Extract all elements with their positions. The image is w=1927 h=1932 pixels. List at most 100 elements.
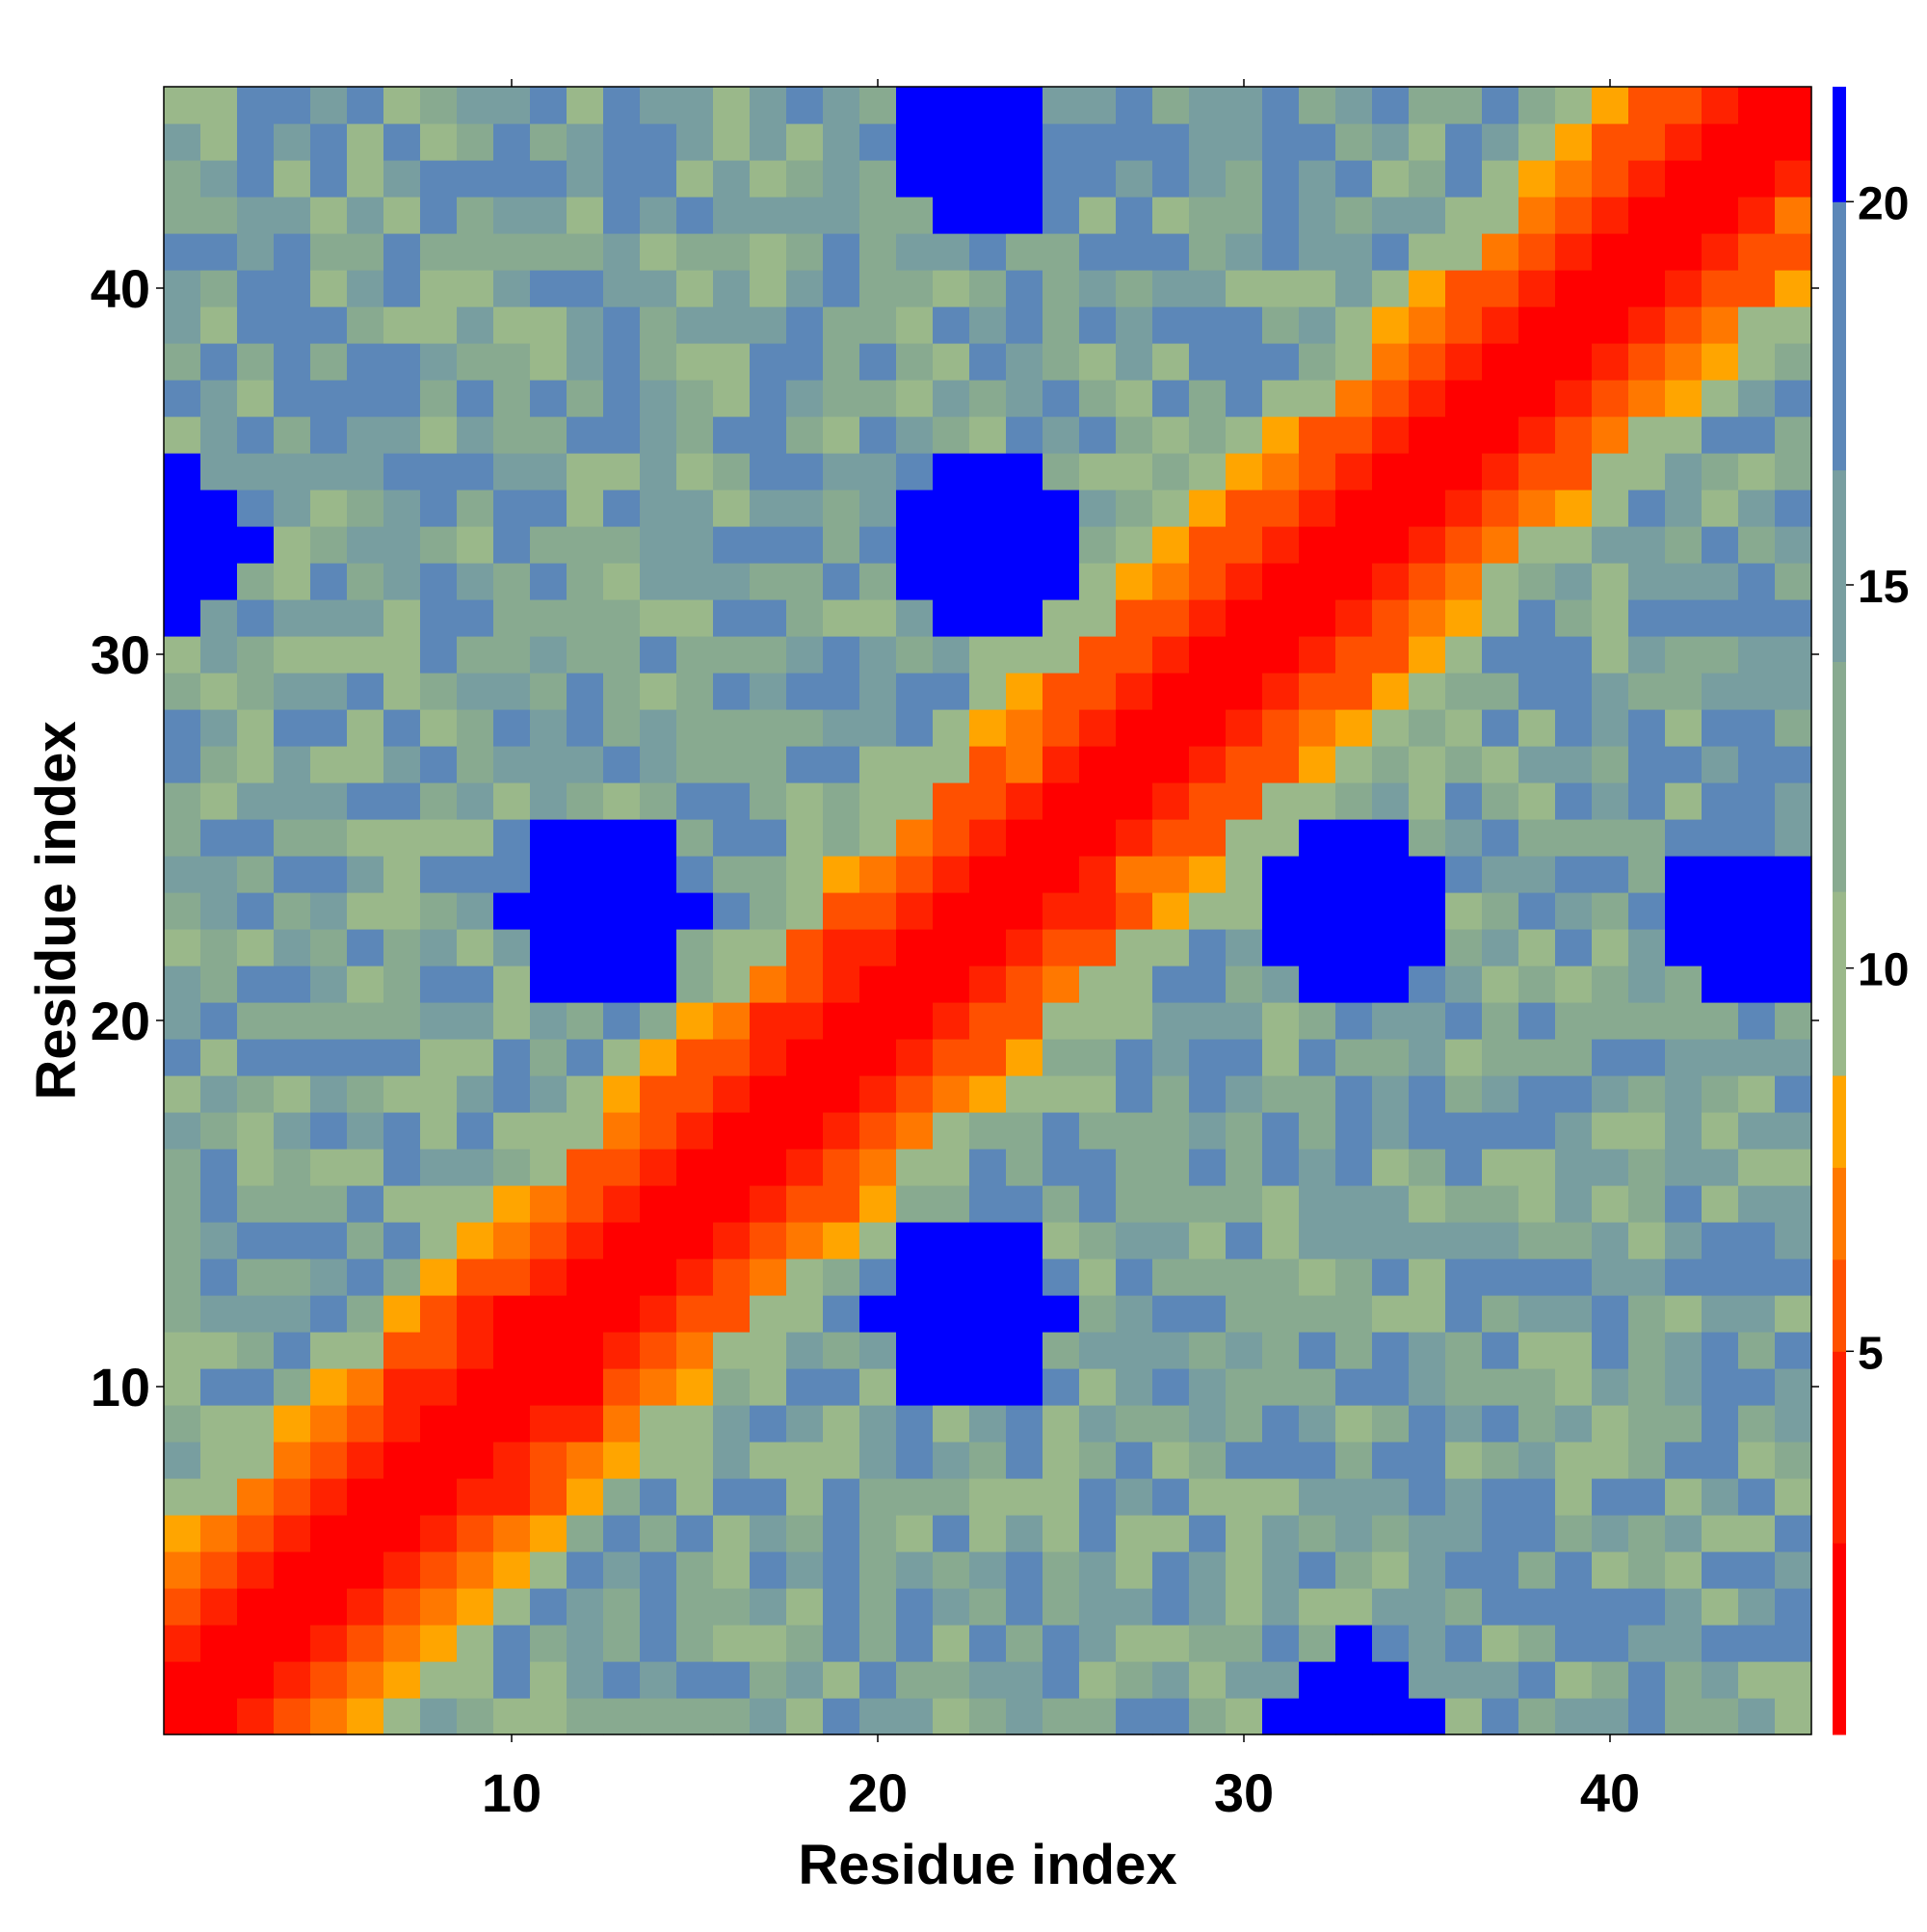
heatmap-cell	[1445, 380, 1483, 417]
heatmap-cell	[420, 1515, 458, 1552]
heatmap-cell	[1226, 746, 1263, 783]
heatmap-cell	[1445, 1368, 1483, 1406]
heatmap-cell	[1738, 1442, 1776, 1479]
heatmap-cell	[164, 966, 201, 1003]
heatmap-cell	[1702, 416, 1739, 454]
heatmap-cell	[859, 1112, 897, 1150]
heatmap-cell	[750, 416, 787, 454]
heatmap-cell	[676, 673, 714, 710]
heatmap-cell	[1006, 1295, 1043, 1333]
heatmap-cell	[1335, 1625, 1373, 1662]
heatmap-cell	[1518, 490, 1556, 527]
heatmap-cell	[1262, 1478, 1300, 1516]
heatmap-cell	[603, 1368, 641, 1406]
heatmap-cell	[420, 1185, 458, 1223]
heatmap-cell	[1226, 1149, 1263, 1186]
heatmap-cell	[1665, 1405, 1703, 1442]
heatmap-cell	[164, 453, 201, 490]
heatmap-cell	[237, 233, 275, 271]
heatmap-cell	[1592, 599, 1629, 637]
heatmap-cell	[1555, 599, 1593, 637]
heatmap-cell	[164, 892, 201, 930]
heatmap-cell	[1445, 673, 1483, 710]
heatmap-cell	[933, 526, 970, 564]
heatmap-cell	[750, 819, 787, 857]
heatmap-cell	[1189, 1442, 1227, 1479]
heatmap-cell	[1518, 1625, 1556, 1662]
heatmap-cell	[1116, 1332, 1153, 1369]
heatmap-cell	[1043, 966, 1080, 1003]
heatmap-cell	[347, 1368, 384, 1406]
heatmap-cell	[1043, 197, 1080, 234]
heatmap-cell	[420, 1295, 458, 1333]
heatmap-cell	[713, 1698, 751, 1735]
heatmap-cell	[969, 673, 1007, 710]
heatmap-cell	[457, 160, 494, 198]
heatmap-cell	[420, 1661, 458, 1699]
heatmap-cell	[640, 1405, 677, 1442]
heatmap-cell	[1409, 160, 1446, 198]
heatmap-cell	[1335, 746, 1373, 783]
heatmap-cell	[1079, 966, 1117, 1003]
heatmap-cell	[1226, 123, 1263, 161]
heatmap-cell	[933, 1625, 970, 1662]
heatmap-cell	[1555, 892, 1593, 930]
heatmap-cell	[933, 1039, 970, 1076]
heatmap-cell	[676, 1112, 714, 1150]
heatmap-cell	[1738, 966, 1776, 1003]
heatmap-cell	[1152, 599, 1190, 637]
colorbar-segment	[1833, 891, 1846, 1076]
heatmap-cell	[1262, 1625, 1300, 1662]
heatmap-cell	[1409, 563, 1446, 600]
heatmap-cell	[237, 599, 275, 637]
heatmap-cell	[1775, 599, 1812, 637]
heatmap-cell	[1152, 526, 1190, 564]
heatmap-cell	[164, 160, 201, 198]
heatmap-cell	[750, 966, 787, 1003]
heatmap-cell	[713, 1075, 751, 1113]
heatmap-cell	[274, 380, 311, 417]
heatmap-cell	[1738, 1625, 1776, 1662]
heatmap-cell	[896, 1295, 934, 1333]
heatmap-cell	[896, 636, 934, 674]
heatmap-cell	[1116, 306, 1153, 344]
heatmap-cell	[383, 1039, 421, 1076]
heatmap-cell	[493, 306, 531, 344]
heatmap-cell	[1079, 1478, 1117, 1516]
heatmap-cell	[274, 1661, 311, 1699]
heatmap-cell	[1555, 526, 1593, 564]
heatmap-cell	[1628, 1185, 1666, 1223]
heatmap-cell	[1665, 599, 1703, 637]
heatmap-cell	[1152, 1332, 1190, 1369]
heatmap-cell	[1628, 819, 1666, 857]
heatmap-cell	[1079, 1588, 1117, 1626]
heatmap-cell	[1702, 160, 1739, 198]
heatmap-cell	[457, 270, 494, 307]
heatmap-cell	[640, 1368, 677, 1406]
heatmap-cell	[1518, 233, 1556, 271]
heatmap-cell	[750, 1368, 787, 1406]
heatmap-cell	[1262, 1405, 1300, 1442]
heatmap-cell	[1482, 563, 1519, 600]
heatmap-cell	[1262, 380, 1300, 417]
heatmap-cell	[1079, 1112, 1117, 1150]
heatmap-cell	[1482, 343, 1519, 381]
heatmap-cell	[1738, 1515, 1776, 1552]
heatmap-cell	[310, 1588, 348, 1626]
heatmap-cell	[969, 636, 1007, 674]
heatmap-cell	[493, 599, 531, 637]
heatmap-cell	[640, 1588, 677, 1626]
heatmap-cell	[1445, 563, 1483, 600]
heatmap-cell	[676, 306, 714, 344]
heatmap-cell	[1226, 490, 1263, 527]
heatmap-cell	[1592, 1332, 1629, 1369]
heatmap-cell	[750, 453, 787, 490]
heatmap-cell	[823, 123, 860, 161]
heatmap-cell	[1518, 526, 1556, 564]
heatmap-cell	[1043, 1185, 1080, 1223]
heatmap-cell	[1226, 526, 1263, 564]
heatmap-cell	[896, 1258, 934, 1296]
heatmap-cell	[1738, 526, 1776, 564]
heatmap-cell	[823, 380, 860, 417]
heatmap-cell	[933, 746, 970, 783]
